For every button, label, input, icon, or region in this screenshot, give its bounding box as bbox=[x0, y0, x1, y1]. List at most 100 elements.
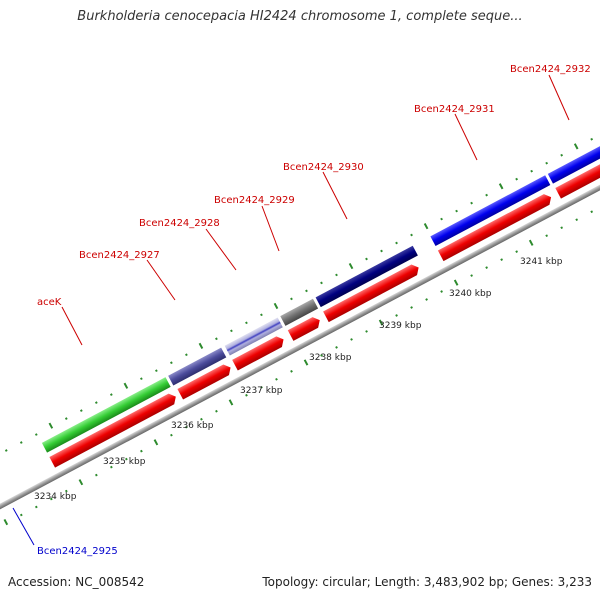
minor-tick bbox=[365, 257, 368, 261]
minor-tick bbox=[49, 497, 53, 501]
callout-line bbox=[454, 113, 478, 161]
minor-tick bbox=[395, 241, 398, 245]
gene-feature-2929 bbox=[280, 298, 319, 326]
major-tick bbox=[273, 302, 279, 310]
callout-line bbox=[548, 74, 570, 121]
accession-label: Accession: NC_008542 bbox=[8, 575, 145, 589]
cds-track bbox=[49, 154, 600, 468]
callout-line bbox=[261, 205, 280, 252]
minor-tick bbox=[320, 354, 323, 357]
tick-label: 3238 kbp bbox=[309, 353, 352, 363]
major-tick bbox=[498, 183, 504, 190]
minor-tick bbox=[200, 417, 203, 421]
minor-tick bbox=[560, 226, 564, 230]
minor-tick bbox=[230, 329, 233, 333]
major-tick bbox=[3, 518, 9, 526]
cds-arrow bbox=[232, 336, 284, 371]
tick-label: 3241 kbp bbox=[520, 257, 563, 267]
minor-tick bbox=[290, 297, 293, 301]
minor-tick bbox=[260, 313, 263, 317]
gene-label-2931: Bcen2424_2931 bbox=[414, 104, 495, 115]
minor-tick bbox=[260, 385, 263, 389]
minor-tick bbox=[245, 393, 248, 397]
gene-feature-2931 bbox=[430, 175, 551, 247]
minor-tick bbox=[109, 393, 113, 396]
minor-tick bbox=[380, 249, 383, 253]
minor-tick bbox=[575, 218, 579, 222]
minor-tick bbox=[560, 153, 564, 157]
tick-label: 3237 kbp bbox=[240, 386, 283, 396]
minor-tick bbox=[34, 505, 38, 509]
minor-tick bbox=[395, 314, 398, 317]
major-tick bbox=[48, 422, 54, 429]
minor-tick bbox=[440, 290, 443, 293]
minor-tick bbox=[335, 273, 338, 277]
minor-tick bbox=[215, 409, 218, 413]
minor-tick bbox=[64, 489, 68, 493]
minor-tick bbox=[320, 281, 323, 285]
minor-tick bbox=[4, 449, 8, 452]
minor-tick bbox=[545, 161, 548, 165]
cds-arrow bbox=[437, 194, 552, 262]
minor-tick bbox=[455, 209, 458, 213]
gene-label-2925: Bcen2424_2925 bbox=[37, 546, 118, 557]
minor-tick bbox=[350, 338, 353, 341]
minor-tick bbox=[590, 137, 594, 141]
gene-track bbox=[41, 136, 600, 453]
tick-label: 3234 kbp bbox=[34, 492, 77, 502]
gene-feature-aceK bbox=[41, 377, 171, 453]
cds-arrow bbox=[287, 317, 320, 341]
major-tick bbox=[453, 279, 459, 286]
minor-tick bbox=[545, 234, 549, 238]
gene-label-2932: Bcen2424_2932 bbox=[510, 64, 591, 75]
gene-feature-2930 bbox=[315, 245, 418, 308]
minor-tick bbox=[410, 233, 413, 237]
callout-line bbox=[61, 306, 83, 346]
minor-tick bbox=[530, 169, 533, 173]
minor-tick bbox=[485, 266, 488, 269]
callout-line bbox=[322, 171, 348, 220]
major-tick bbox=[153, 439, 159, 446]
gene-feature-2928 bbox=[224, 317, 283, 356]
minor-tick bbox=[64, 417, 68, 420]
major-tick bbox=[348, 262, 354, 270]
minor-tick bbox=[140, 449, 143, 453]
minor-tick bbox=[19, 441, 23, 444]
minor-tick bbox=[515, 177, 518, 181]
tick-label: 3235 kbp bbox=[103, 457, 146, 467]
minor-tick bbox=[34, 433, 38, 436]
callout-line bbox=[146, 259, 176, 301]
minor-tick bbox=[79, 409, 83, 412]
minor-tick bbox=[94, 401, 98, 404]
minor-tick bbox=[275, 377, 278, 381]
major-tick bbox=[78, 479, 84, 486]
cds-arrow bbox=[49, 393, 176, 468]
minor-tick bbox=[185, 425, 188, 429]
minor-tick bbox=[470, 201, 473, 205]
minor-tick bbox=[155, 369, 158, 373]
major-tick bbox=[123, 382, 129, 389]
major-tick bbox=[378, 319, 384, 326]
major-tick bbox=[303, 359, 309, 366]
tick-label: 3236 kbp bbox=[171, 421, 214, 431]
gene-label-2930: Bcen2424_2930 bbox=[283, 162, 364, 173]
minor-tick bbox=[425, 298, 428, 301]
gene-label-acek: aceK bbox=[37, 297, 62, 308]
minor-tick bbox=[485, 193, 488, 197]
gene-feature-2932 bbox=[547, 136, 600, 184]
minor-tick bbox=[440, 217, 443, 221]
major-tick bbox=[198, 342, 204, 349]
cds-arrow bbox=[323, 264, 419, 323]
gene-label-2928: Bcen2424_2928 bbox=[139, 218, 220, 229]
tick-label: 3239 kbp bbox=[379, 321, 422, 331]
major-tick bbox=[573, 143, 579, 150]
major-tick bbox=[528, 239, 534, 246]
cds-arrow bbox=[555, 154, 600, 199]
minor-tick bbox=[290, 369, 293, 373]
minor-tick bbox=[170, 361, 173, 365]
callout-line bbox=[205, 228, 237, 271]
major-tick bbox=[423, 223, 429, 230]
minor-tick bbox=[185, 353, 188, 357]
minor-tick bbox=[500, 258, 503, 261]
